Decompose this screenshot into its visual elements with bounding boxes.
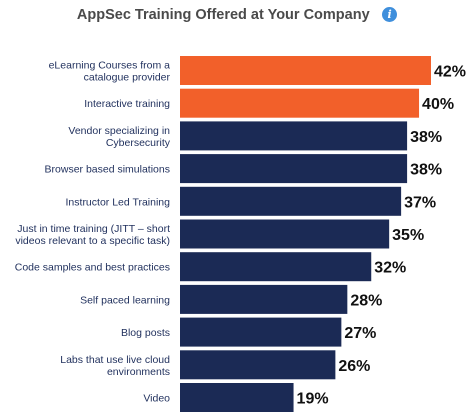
category-label-line: catalogue provider <box>84 72 171 84</box>
category-label-line: Instructor Led Training <box>66 196 171 208</box>
category-label: Browser based simulations <box>45 164 170 176</box>
bar <box>180 56 431 85</box>
chart-title: AppSec Training Offered at Your Company <box>76 6 370 23</box>
category-label: Code samples and best practices <box>15 262 170 274</box>
category-label: Just in time training (JITT – short video… <box>15 223 170 247</box>
bar <box>180 383 294 412</box>
value-label: 38% <box>410 129 442 146</box>
value-label: 42% <box>434 64 466 81</box>
category-label-line: eLearning Courses from a <box>49 60 171 72</box>
category-label-line: Just in time training (JITT – short <box>17 223 170 235</box>
category-label: Labs that use live cloud environments <box>60 354 170 378</box>
bar <box>180 252 372 282</box>
value-label: 32% <box>374 260 406 277</box>
category-label-line: Interactive training <box>84 98 170 110</box>
category-label-line: Blog posts <box>121 327 170 339</box>
bar <box>180 284 348 314</box>
bar <box>180 121 408 151</box>
value-label: 27% <box>344 325 376 342</box>
bar <box>180 186 402 216</box>
value-label: 38% <box>410 162 442 179</box>
category-label-line: Self paced learning <box>80 294 170 306</box>
bar <box>180 219 390 249</box>
bar <box>180 350 336 380</box>
category-label-line: Code samples and best practices <box>15 262 170 274</box>
category-label: Vendor specializing in Cybersecurity <box>68 125 170 149</box>
category-label-line: Labs that use live cloud <box>60 354 170 366</box>
info-icon[interactable]: i <box>382 7 398 23</box>
category-label-line: Video <box>143 393 170 405</box>
bar <box>180 154 408 184</box>
value-label: 28% <box>350 292 382 309</box>
bar <box>180 317 342 347</box>
category-label: Video <box>143 393 170 405</box>
value-label: 35% <box>392 227 424 244</box>
chart-header: AppSec Training Offered at Your Company … <box>0 6 474 30</box>
value-label: 37% <box>404 194 436 211</box>
bar <box>180 88 420 118</box>
value-label: 26% <box>338 358 370 375</box>
category-label-line: videos relevant to a specific task) <box>15 235 170 247</box>
value-label: 19% <box>297 391 329 408</box>
category-label: Instructor Led Training <box>66 196 171 208</box>
category-label: Interactive training <box>84 98 170 110</box>
category-label-line: Browser based simulations <box>45 164 170 176</box>
category-label: Self paced learning <box>80 294 170 306</box>
category-label-line: Vendor specializing in <box>68 125 170 137</box>
value-label: 40% <box>422 96 454 113</box>
category-label-line: Cybersecurity <box>106 137 171 149</box>
category-label: eLearning Courses from a catalogue provid… <box>49 60 171 84</box>
category-label: Blog posts <box>121 327 170 339</box>
category-label-line: environments <box>107 366 170 378</box>
